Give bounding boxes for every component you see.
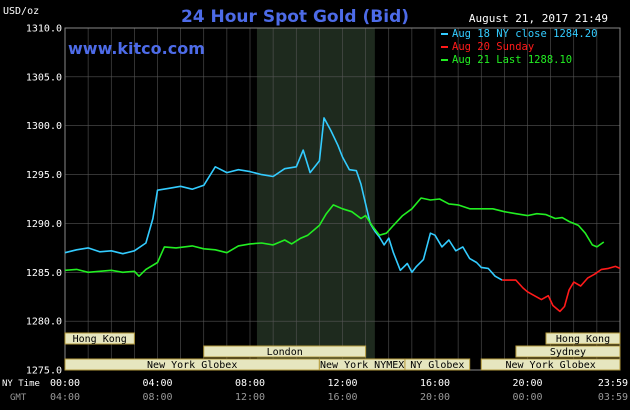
timestamp: August 21, 2017 21:49 (469, 12, 608, 25)
x-tick-label-gmt: 16:00 (327, 392, 357, 403)
session-bar: London (203, 345, 367, 358)
session-bar-fill (203, 345, 367, 358)
y-tick-label: 1295.0 (26, 170, 62, 181)
x-tick-label-ny: 20:00 (512, 378, 542, 389)
session-bar: Hong Kong (545, 332, 621, 345)
series-line-aug20 (502, 265, 621, 313)
session-label: Sydney (550, 347, 586, 358)
legend-entry: Aug 21 Last 1288.10 (452, 54, 572, 66)
y-tick-label: 1285.0 (26, 268, 62, 279)
session-bar: NY Globex (404, 358, 471, 371)
session-bar: Sydney (515, 345, 621, 358)
y-tick-label: 1275.0 (26, 366, 62, 377)
x-tick-label-ny: 23:59 (598, 378, 628, 389)
x-tick-label-ny: 04:00 (142, 378, 172, 389)
x-tick-label-gmt: 20:00 (420, 392, 450, 403)
session-label: Hong Kong (556, 334, 610, 345)
x-tick-label-gmt: 12:00 (235, 392, 265, 403)
x-tick-label-gmt: 04:00 (50, 392, 80, 403)
series-line-aug21 (64, 197, 605, 277)
legend-swatch (441, 59, 448, 61)
legend-entry: Aug 18 NY close 1284.20 (452, 28, 597, 40)
session-label: New York Globex (505, 360, 595, 371)
session-bar-fill (64, 332, 135, 345)
x-tick-label-gmt: 03:59 (598, 392, 628, 403)
y-axis-unit: USD/oz (3, 6, 39, 17)
session-label: New York NYMEX (320, 360, 404, 371)
legend-entry: Aug 20 Sunday (452, 41, 534, 53)
y-tick-label: 1310.0 (26, 24, 62, 35)
session-label: New York Globex (147, 360, 237, 371)
chart-subtitle: www.kitco.com (68, 39, 205, 58)
session-bar: Hong Kong (64, 332, 135, 345)
session-bar-fill (515, 345, 621, 358)
x-axis-label-gmt: GMT (10, 393, 27, 403)
x-tick-label-ny: 12:00 (327, 378, 357, 389)
x-tick-label-ny: 16:00 (420, 378, 450, 389)
x-tick-label-gmt: 00:00 (512, 392, 542, 403)
chart-title: 24 Hour Spot Gold (Bid) (181, 7, 409, 27)
session-bar-fill (404, 358, 471, 371)
x-axis-label-ny: NY Time (2, 379, 40, 389)
session-bar-fill (480, 358, 621, 371)
y-tick-label: 1280.0 (26, 317, 62, 328)
legend-swatch (441, 46, 448, 48)
y-tick-label: 1305.0 (26, 72, 62, 83)
x-tick-label-ny: 00:00 (50, 378, 80, 389)
legend-swatch (441, 33, 448, 35)
y-tick-label: 1290.0 (26, 219, 62, 230)
session-bar: New York NYMEX (318, 358, 406, 371)
session-label: NY Globex (410, 360, 464, 371)
session-bar: New York Globex (480, 358, 621, 371)
highlight-band (256, 28, 375, 370)
y-tick-label: 1300.0 (26, 121, 62, 132)
series-line-aug18 (64, 117, 503, 281)
x-tick-label-gmt: 08:00 (142, 392, 172, 403)
session-label: Hong Kong (73, 334, 127, 345)
session-bar: New York Globex (64, 358, 320, 371)
x-tick-label-ny: 08:00 (235, 378, 265, 389)
session-bar-fill (545, 332, 621, 345)
session-label: London (267, 347, 303, 358)
